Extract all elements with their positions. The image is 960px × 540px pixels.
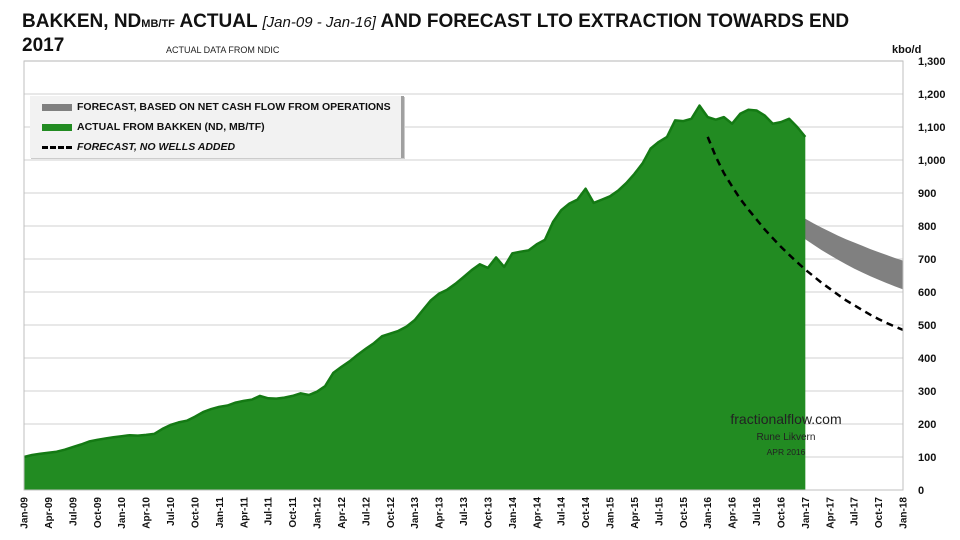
axes (23, 60, 904, 491)
x-tick-label: Apr-12 (337, 497, 348, 529)
forecast-cashflow-band (707, 136, 903, 290)
y-tick-label: 500 (918, 320, 936, 332)
x-tick-label: Jul-15 (654, 497, 665, 526)
x-tick-label: Oct-11 (288, 497, 299, 528)
forecast-no-wells-line (706, 136, 904, 332)
title-part2: ACTUAL (174, 11, 263, 32)
chart-subtitle: ACTUAL DATA FROM NDIC (166, 45, 280, 55)
x-tick-label: Oct-10 (190, 497, 201, 529)
y-tick-label: 200 (918, 419, 936, 431)
x-tick-label: Jan-17 (801, 497, 812, 529)
x-tick-label: Apr-13 (435, 497, 446, 529)
x-tick-label: Jan-10 (117, 497, 128, 529)
x-tick-label: Jul-16 (752, 497, 763, 526)
x-tick-label: Oct-15 (679, 497, 690, 529)
x-tick-label: Apr-17 (825, 497, 836, 529)
x-tick-label: Jan-12 (313, 497, 324, 529)
legend-label: ACTUAL FROM BAKKEN (ND, MB/TF) (77, 121, 265, 133)
legend-label: FORECAST, BASED ON NET CASH FLOW FROM OP… (77, 101, 391, 113)
y-tick-label: 0 (918, 485, 924, 497)
x-tick-label: Jul-17 (850, 497, 861, 526)
y-tick-label: 600 (918, 287, 936, 299)
y-tick-label: 300 (918, 386, 936, 398)
y-tick-label: 1,200 (918, 89, 946, 101)
title-part3: AND FORECAST LTO EXTRACTION TOWARDS END (375, 11, 850, 32)
actual-line (23, 104, 807, 459)
credit-site: fractionalflow.com (730, 411, 842, 427)
x-tick-label: Jan-14 (508, 497, 519, 529)
legend-item-forecast-cashflow: FORECAST, BASED ON NET CASH FLOW FROM OP… (42, 99, 391, 115)
x-tick-label: Oct-16 (776, 497, 787, 529)
x-tick-label: Jan-15 (606, 497, 617, 529)
x-tick-label: Apr-09 (44, 497, 55, 529)
x-tick-label: Jan-09 (20, 497, 31, 529)
x-tick-label: Apr-11 (239, 497, 250, 529)
legend-label: FORECAST, NO WELLS ADDED (77, 141, 236, 153)
title-date-range: [Jan-09 - Jan-16] (262, 14, 376, 31)
y-tick-label: 900 (918, 188, 936, 200)
y-tick-label: 1,300 (918, 56, 946, 68)
x-tick-label: Jul-11 (264, 497, 275, 526)
legend-item-actual: ACTUAL FROM BAKKEN (ND, MB/TF) (42, 119, 265, 135)
y-tick-label: 700 (918, 254, 936, 266)
y-tick-label: 100 (918, 452, 936, 464)
legend-swatch-gray (42, 103, 72, 111)
x-tick-label: Jul-13 (459, 497, 470, 526)
y-tick-label: 400 (918, 353, 936, 365)
title-part1: BAKKEN, ND (22, 11, 142, 32)
x-tick-label: Apr-16 (728, 497, 739, 529)
y-tick-label: 1,100 (918, 122, 946, 134)
y-tick-label: 800 (918, 221, 936, 233)
x-tick-label: Oct-09 (93, 497, 104, 529)
x-tick-label: Apr-15 (630, 497, 641, 529)
series-layer (23, 104, 904, 490)
x-tick-label: Oct-12 (386, 497, 397, 529)
legend-item-forecast-no-wells: FORECAST, NO WELLS ADDED (42, 139, 235, 155)
x-tick-label: Jul-12 (361, 497, 372, 526)
chart-title: BAKKEN, NDMB/TF ACTUAL [Jan-09 - Jan-16]… (22, 10, 849, 36)
legend-swatch-dashed (42, 145, 72, 149)
x-tick-label: Jan-18 (899, 497, 910, 529)
chart-title-line2: 2017 (22, 35, 65, 56)
credit-date: APR 2016 (766, 447, 806, 457)
x-tick-label: Apr-10 (142, 497, 153, 529)
x-tick-label: Jan-16 (703, 497, 714, 529)
title-subscript: MB/TF (141, 18, 175, 30)
x-tick-label: Apr-14 (532, 497, 543, 529)
x-tick-label: Jul-14 (557, 497, 568, 526)
x-tick-label: Jan-11 (215, 497, 226, 529)
x-tick-label: Jan-13 (410, 497, 421, 529)
x-tick-label: Jul-09 (68, 497, 79, 526)
plot-border (23, 60, 904, 491)
y-tick-label: 1,000 (918, 155, 946, 167)
x-tick-label: Oct-14 (581, 497, 592, 529)
y-axis-unit: kbo/d (892, 44, 922, 56)
x-tick-labels: Jan-09 Apr-09 Jul-09 Oct-09 Jan-10 Apr-10 Jul-… (20, 497, 910, 529)
legend: FORECAST, BASED ON NET CASH FLOW FROM OP… (30, 96, 404, 158)
x-tick-label: Oct-13 (483, 497, 494, 529)
y-tick-labels: 0 100 200 300 400 500 600 700 800 900 1,000 1,100 1,… (918, 56, 946, 497)
legend-swatch-green (42, 123, 72, 131)
x-tick-label: Oct-17 (874, 497, 885, 529)
actual-area (24, 105, 806, 490)
x-tick-label: Jul-10 (166, 497, 177, 526)
credit-author: Rune Likvern (756, 432, 816, 443)
